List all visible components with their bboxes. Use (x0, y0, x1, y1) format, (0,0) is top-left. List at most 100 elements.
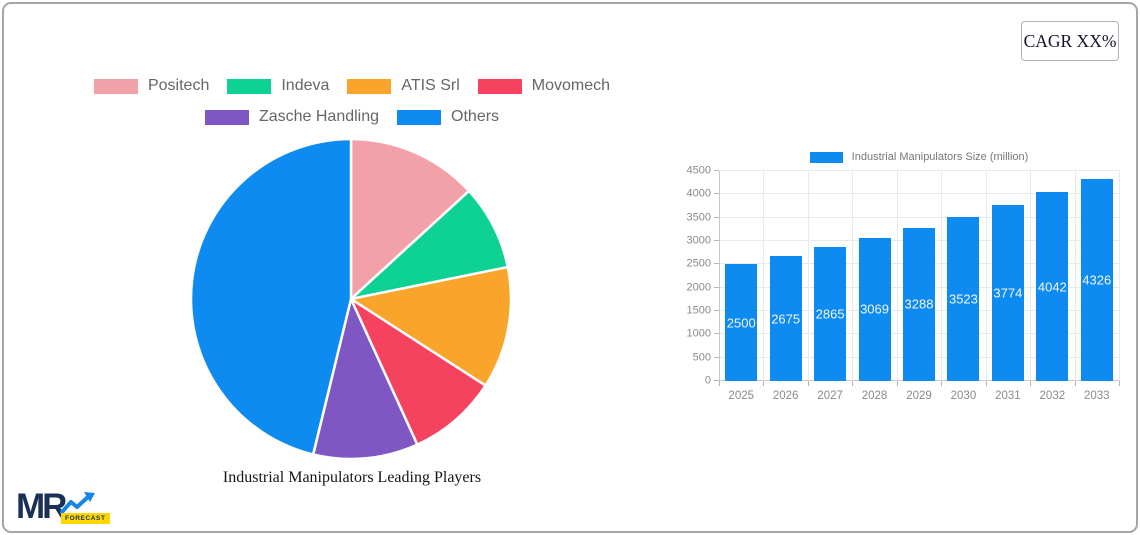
gridline-vertical (941, 171, 943, 381)
bar-2033[interactable] (1080, 179, 1113, 381)
bar-value-label: 2865 (815, 306, 845, 322)
bar-value-label: 3069 (860, 301, 889, 317)
mrforecast-logo: MR FORECAST (14, 487, 110, 532)
y-axis-tick (714, 193, 719, 195)
gridline-vertical (985, 171, 987, 381)
y-axis-label: 3000 (686, 234, 711, 247)
bar-legend-label: Industrial Manipulators Size (million) (851, 151, 1029, 163)
y-axis-label: 2500 (686, 257, 711, 270)
y-axis-tick (714, 380, 719, 381)
y-axis-tick (714, 170, 719, 171)
x-axis-tick (852, 381, 854, 386)
pie-slice-positech[interactable] (349, 137, 471, 301)
y-axis-tick (714, 310, 719, 312)
y-axis-label: 500 (692, 351, 711, 364)
y-axis-tick (714, 356, 719, 358)
legend-swatch (397, 109, 442, 125)
y-axis-tick (714, 263, 719, 265)
y-axis-label: 4500 (686, 164, 711, 177)
bar-slot: 3774 (986, 171, 1030, 381)
gridline-horizontal (719, 170, 1119, 171)
x-axis-tick (807, 381, 809, 386)
y-axis-tick (714, 333, 719, 335)
bar-2027[interactable] (814, 247, 847, 381)
legend-label: Positech (147, 77, 210, 94)
legend-swatch (204, 109, 249, 125)
y-axis-tick (714, 286, 719, 288)
bar-2029[interactable] (902, 227, 935, 381)
logo-forecast-badge: FORECAST (61, 513, 110, 524)
bar-slot: 4042 (1030, 171, 1074, 381)
bar-slot: 3069 (852, 171, 896, 381)
bar-2030[interactable] (947, 216, 980, 381)
pie-slice-indeva[interactable] (349, 189, 510, 301)
bar-slot: 2500 (719, 171, 763, 381)
x-axis-label: 2026 (772, 390, 799, 402)
pie-slice-atis-srl[interactable] (349, 265, 513, 387)
logo-mr-text: MR (16, 487, 67, 526)
x-axis-tick (1074, 381, 1076, 386)
bar-value-label: 4326 (1082, 272, 1112, 288)
bar-value-label: 2500 (726, 315, 756, 331)
bar-legend-swatch (809, 151, 843, 163)
pie-slice-movomech[interactable] (349, 297, 487, 446)
x-axis-label: 2030 (950, 390, 977, 402)
legend-swatch (93, 78, 138, 94)
bar-legend-item[interactable]: Industrial Manipulators Size (million) (719, 150, 1119, 164)
pie-slice-zasche-handling[interactable] (311, 297, 419, 461)
bar-2025[interactable] (725, 264, 758, 381)
pie-legend-item-movomech[interactable]: Movomech (477, 77, 610, 94)
gridline-vertical (719, 171, 720, 381)
x-axis-tick (719, 381, 720, 386)
legend-swatch (347, 78, 392, 94)
y-axis-label: 4000 (686, 187, 711, 200)
growth-arrow-icon (60, 492, 95, 514)
legend-swatch (477, 78, 522, 94)
pie-slice-others[interactable] (189, 137, 353, 456)
legend-label: Indeva (281, 77, 330, 94)
pie-legend: Positech Indeva ATIS Srl Movomech Zasche Han… (42, 77, 662, 125)
pie-legend-item-atis-srl[interactable]: ATIS Srl (347, 77, 460, 94)
x-axis-label: 2027 (817, 390, 843, 402)
y-axis-label: 0 (704, 374, 711, 387)
pie-legend-item-zasche-handling[interactable]: Zasche Handling (204, 108, 379, 125)
bar-2028[interactable] (858, 237, 891, 381)
bar-chart-panel: Industrial Manipulators Size (million) 0… (687, 145, 1131, 417)
x-axis-label: 2025 (728, 390, 755, 402)
y-axis-label: 1000 (686, 327, 711, 340)
y-axis-label: 3500 (686, 211, 711, 224)
gridline-vertical (1030, 171, 1032, 381)
pie-chart (189, 137, 513, 461)
bar-2031[interactable] (991, 204, 1024, 381)
bar-value-label: 2675 (771, 311, 801, 327)
cagr-badge[interactable]: CAGR XX% (1021, 21, 1119, 61)
gridline-horizontal (719, 193, 1119, 195)
gridline-vertical (1119, 171, 1120, 381)
x-axis-tick (1030, 381, 1032, 386)
gridline-vertical (807, 171, 809, 381)
bar-2026[interactable] (769, 256, 802, 381)
y-axis-label: 1500 (686, 304, 711, 317)
bar-value-label: 3774 (993, 285, 1023, 301)
gridline-vertical (852, 171, 854, 381)
bar-value-label: 4042 (1037, 279, 1067, 295)
legend-swatch (227, 78, 272, 94)
x-axis-tick (896, 381, 898, 386)
bar-slot: 3523 (941, 171, 985, 381)
bar-slot: 2865 (808, 171, 852, 381)
x-axis-label: 2031 (995, 390, 1021, 402)
x-axis-label: 2032 (1039, 390, 1066, 402)
y-axis-tick (714, 240, 719, 242)
y-axis-label: 2000 (686, 281, 711, 294)
x-axis-label: 2028 (861, 390, 888, 402)
pie-chart-title: Industrial Manipulators Leading Players (222, 469, 482, 486)
bar-value-label: 3288 (904, 296, 934, 312)
bar-slot: 4326 (1075, 171, 1119, 381)
pie-legend-item-others[interactable]: Others (397, 108, 499, 125)
pie-legend-item-indeva[interactable]: Indeva (227, 77, 330, 94)
gridline-vertical (896, 171, 898, 381)
x-axis-label: 2029 (906, 390, 932, 402)
bar-2032[interactable] (1036, 192, 1069, 381)
pie-legend-item-positech[interactable]: Positech (93, 77, 210, 94)
